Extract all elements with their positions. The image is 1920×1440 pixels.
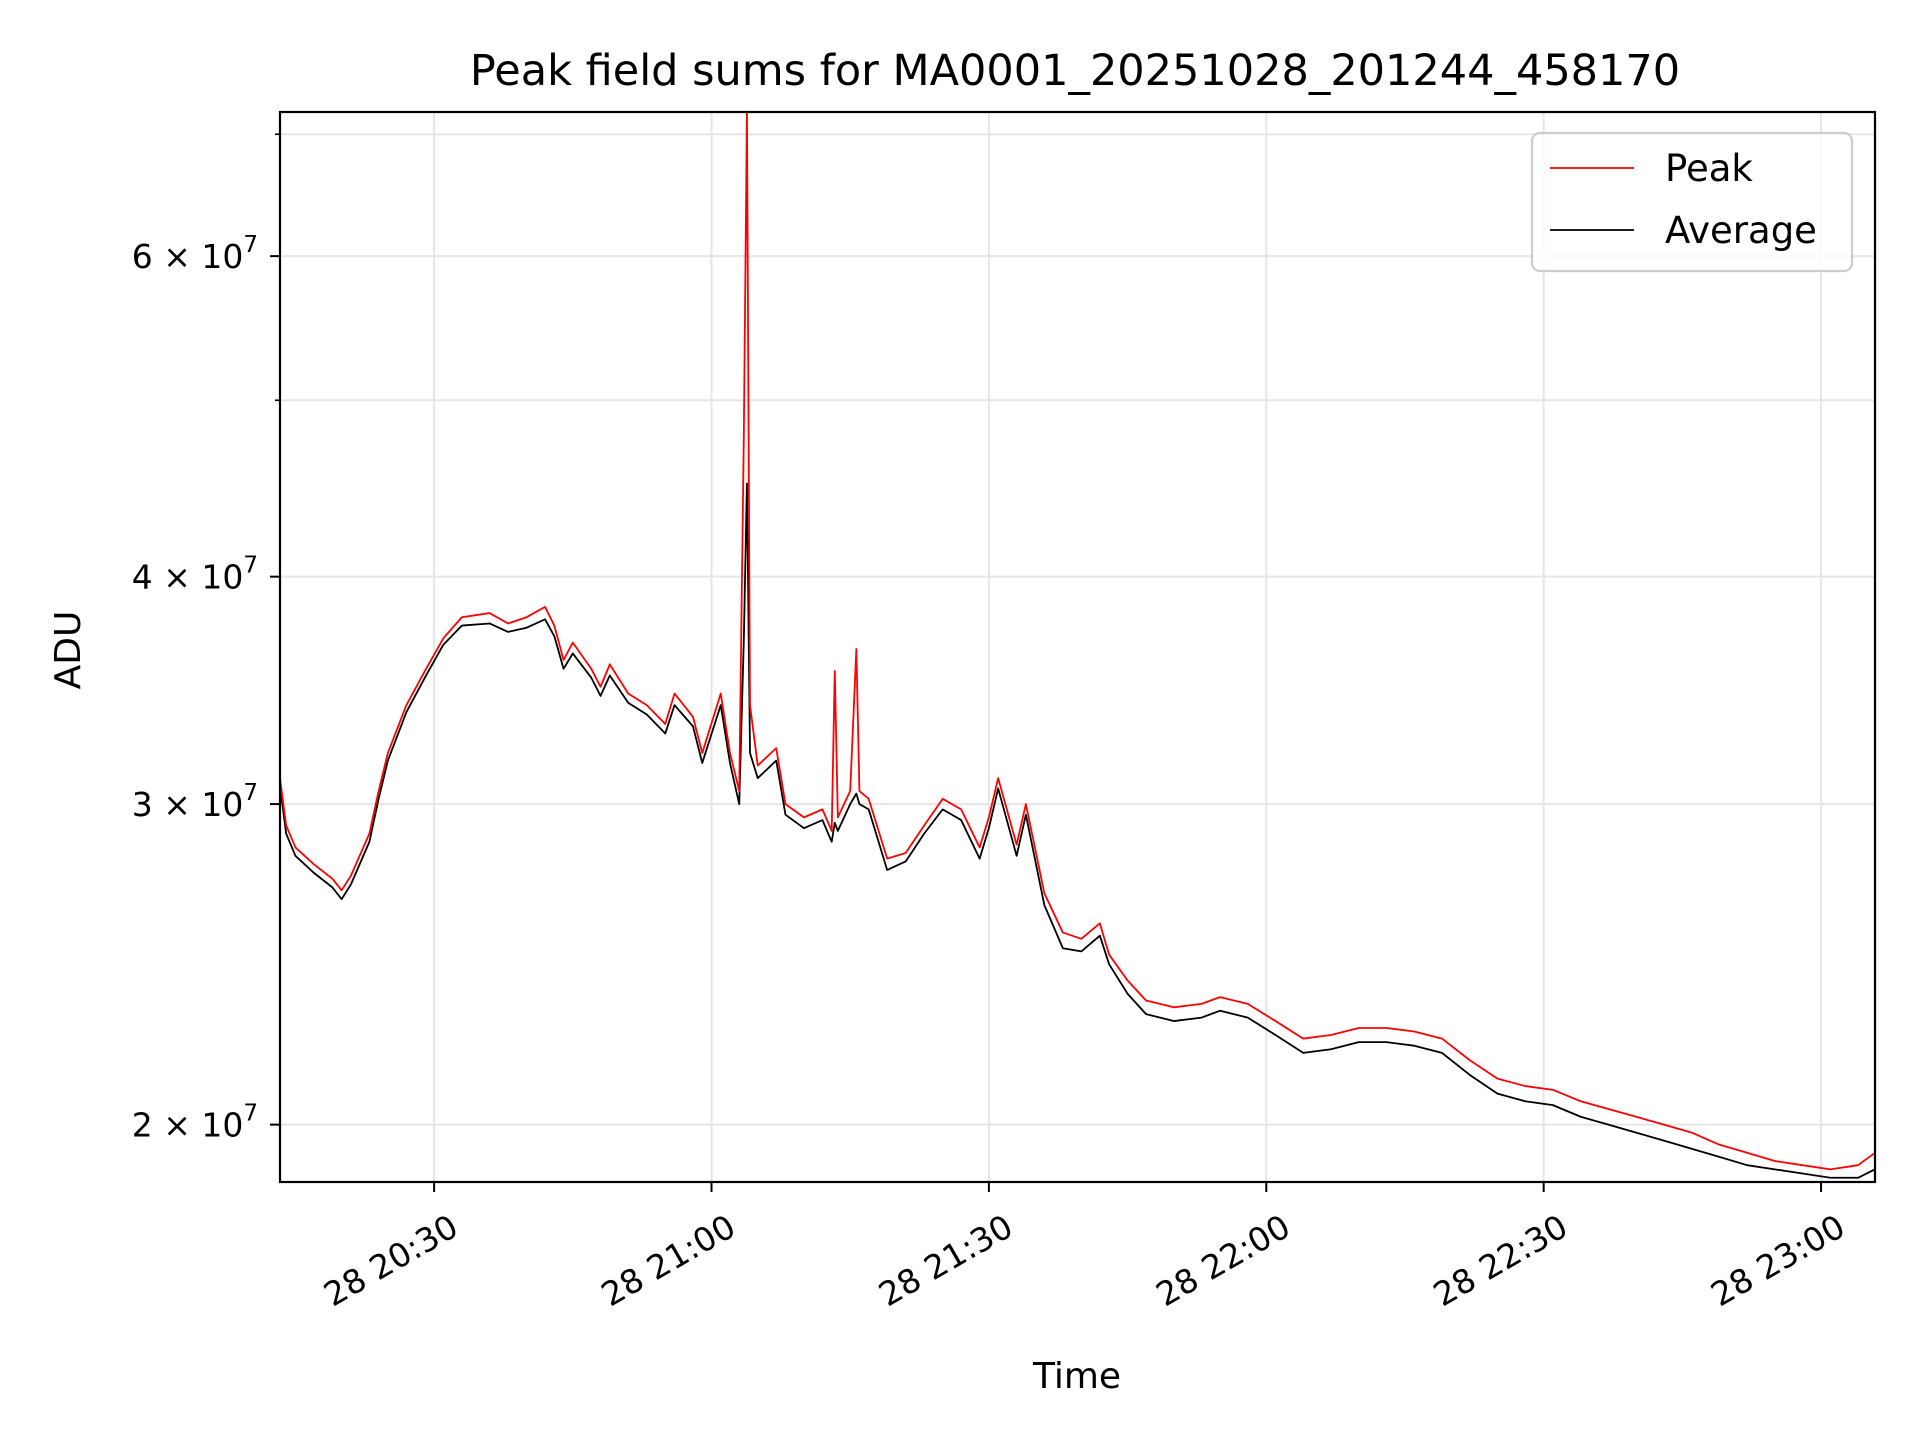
y-tick-base: 10 — [201, 785, 243, 824]
series-layer — [279, 111, 1876, 1179]
legend-label-average: Average — [1665, 209, 1817, 252]
y-tick-label: 6 × 107 — [132, 232, 258, 276]
y-tick-label: 4 × 107 — [132, 553, 258, 597]
y-tick-times-sign: × — [153, 237, 202, 276]
legend: Peak Average — [1530, 131, 1854, 273]
y-tick-exponent: 7 — [243, 232, 258, 258]
chart-title: Peak field sums for MA0001_20251028_2012… — [470, 46, 1680, 96]
y-tick-label: 3 × 107 — [132, 780, 258, 824]
y-tick-base: 10 — [201, 237, 243, 276]
y-tick-mantissa: 3 — [132, 785, 153, 824]
y-tick-times-sign: × — [153, 558, 202, 597]
legend-label-peak: Peak — [1665, 147, 1753, 190]
y-tick-times-sign: × — [153, 1106, 202, 1145]
y-tick-base: 10 — [201, 1106, 243, 1145]
y-tick-exponent: 7 — [243, 1101, 258, 1127]
y-tick-mantissa: 6 — [132, 237, 153, 276]
y-tick-mantissa: 4 — [132, 558, 153, 597]
y-axis-label: ADU — [48, 611, 89, 690]
y-tick-times-sign: × — [153, 785, 202, 824]
y-tick-base: 10 — [201, 558, 243, 597]
y-tick-exponent: 7 — [243, 780, 258, 806]
x-axis-label: Time — [1032, 1356, 1121, 1397]
y-tick-exponent: 7 — [243, 553, 258, 579]
series-line-average — [279, 482, 1876, 1179]
y-tick-mantissa: 2 — [132, 1106, 153, 1145]
plot-frame — [278, 110, 1877, 1184]
series-line-peak — [279, 111, 1876, 1171]
y-tick-label: 2 × 107 — [132, 1101, 258, 1145]
